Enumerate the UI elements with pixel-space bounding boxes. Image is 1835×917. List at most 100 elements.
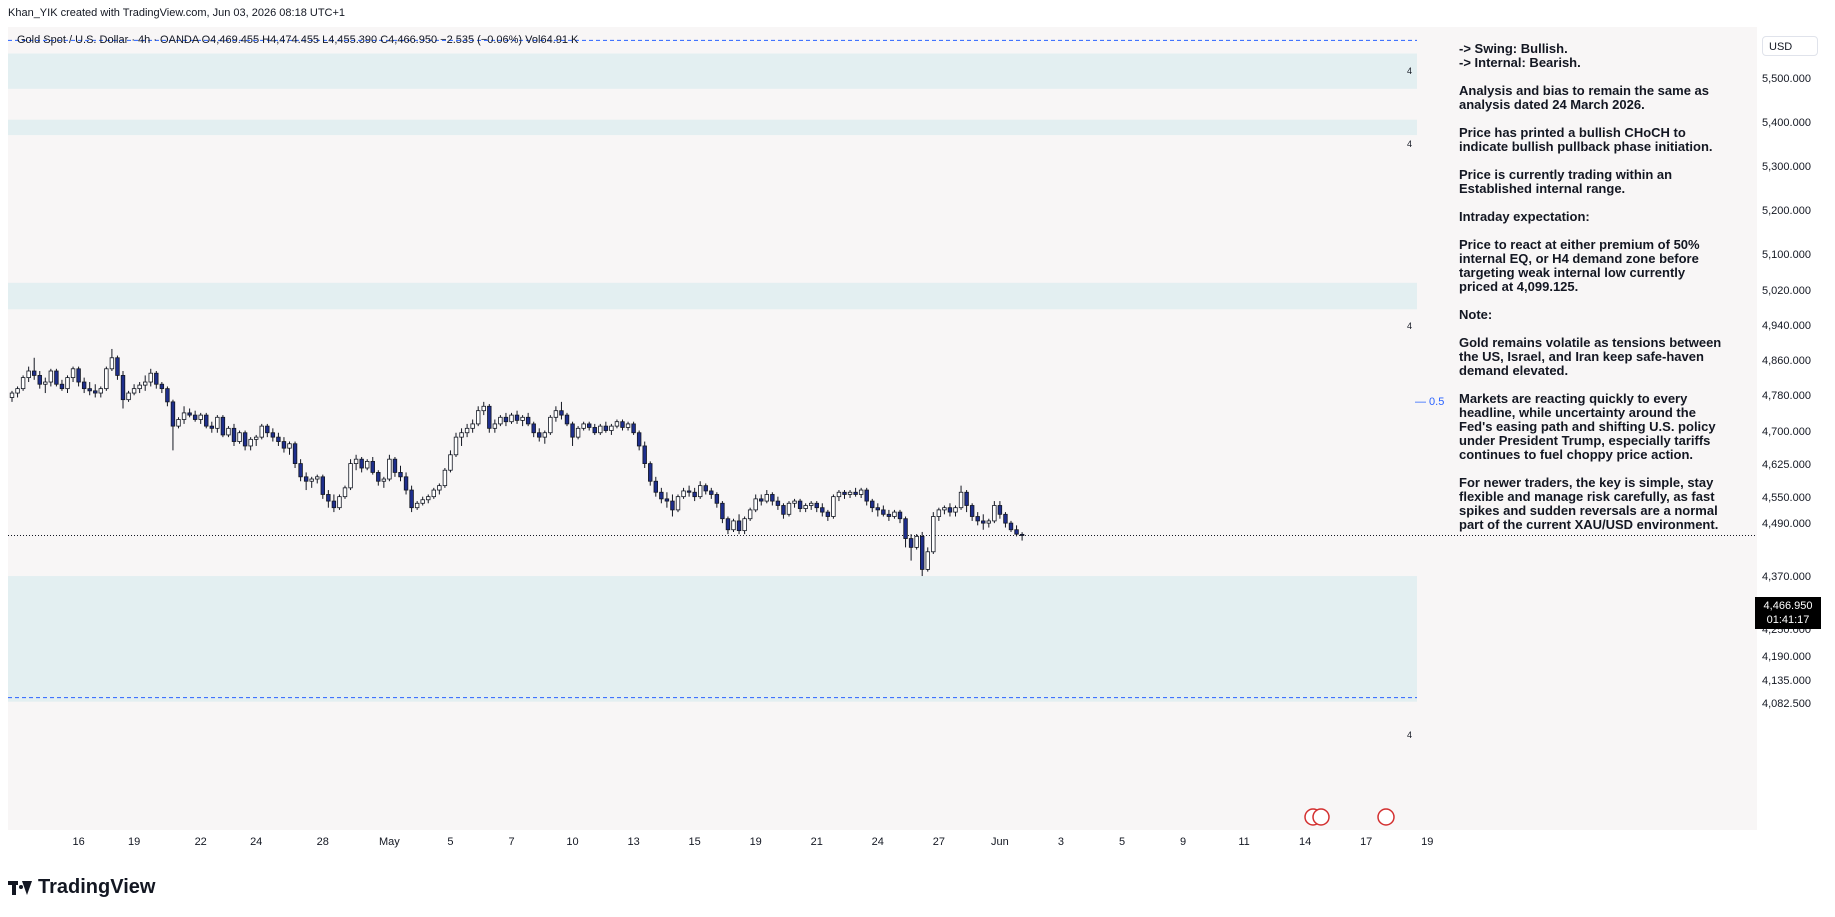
bull-candle (65, 377, 70, 390)
bull-candle (353, 458, 359, 464)
bull-candle (764, 494, 769, 502)
supply-zone (8, 119, 1417, 136)
time-tick-label: 19 (749, 836, 762, 848)
bear-candle (725, 518, 731, 531)
bull-candle (609, 425, 614, 431)
note-intraday-heading: Intraday expectation: (1459, 209, 1590, 224)
bull-candle (43, 381, 48, 385)
bull-candle (420, 499, 425, 504)
bear-candle (170, 401, 176, 427)
note-traders: For newer traders, the key is simple, st… (1459, 475, 1719, 532)
bear-candle (620, 421, 625, 428)
bull-candle (747, 509, 753, 520)
note-volatility: Gold remains volatile as tensions betwee… (1459, 335, 1722, 378)
bear-candle (720, 502, 725, 520)
time-tick-label: 14 (1299, 836, 1312, 848)
time-tick-label: 15 (688, 836, 701, 848)
bull-candle (309, 478, 314, 482)
note-analysis: Analysis and bias to remain the same as … (1459, 83, 1709, 112)
price-tick-label: 5,400.000 (1762, 117, 1811, 130)
bear-candle (87, 388, 92, 392)
bear-candle (559, 410, 564, 416)
bear-candle (392, 458, 398, 473)
bull-candle (387, 458, 392, 480)
bull-candle (459, 432, 464, 438)
bull-candle (198, 414, 203, 420)
bull-candle (248, 438, 253, 447)
currency-button[interactable]: USD (1762, 36, 1818, 56)
bull-candle (953, 507, 958, 513)
bull-candle (448, 454, 453, 471)
bear-candle (298, 463, 303, 478)
bull-candle (442, 469, 448, 487)
time-tick-label: 22 (194, 836, 207, 848)
bull-candle (548, 416, 553, 434)
bear-candle (59, 383, 65, 390)
bull-candle (414, 502, 420, 509)
price-tick-label: 4,780.000 (1762, 390, 1811, 403)
time-tick-label: 19 (127, 836, 141, 848)
bull-candle (287, 443, 292, 449)
bull-candle (581, 423, 586, 429)
bear-candle (359, 458, 364, 469)
bear-candle (631, 423, 636, 434)
bear-candle (825, 511, 831, 517)
bull-candle (498, 416, 503, 425)
bear-candle (204, 414, 209, 427)
price-axis[interactable] (1757, 27, 1835, 857)
bear-candle (487, 405, 492, 429)
bear-candle (908, 538, 914, 548)
bear-candle (692, 491, 697, 498)
bear-candle (265, 425, 270, 434)
tradingview-brand[interactable]: TradingView (8, 876, 155, 899)
bear-candle (1014, 529, 1019, 535)
bear-candle (220, 416, 226, 436)
bear-candle (115, 357, 120, 376)
bear-candle (281, 441, 287, 449)
zone-label: 4 (1407, 66, 1413, 76)
bear-candle (32, 370, 37, 376)
bear-candle (964, 491, 969, 506)
time-tick-label: 17 (1360, 836, 1373, 848)
bear-candle (537, 432, 542, 438)
bear-candle (686, 490, 692, 493)
bear-candle (514, 414, 520, 421)
chart-pane[interactable] (8, 27, 1757, 857)
bear-candle (242, 432, 248, 447)
bear-candle (398, 472, 403, 478)
bear-candle (37, 375, 42, 385)
current-price-tag: 4,466.950 01:41:17 (1755, 597, 1821, 629)
bear-candle (975, 516, 980, 522)
bull-candle (892, 511, 897, 517)
time-tick-label: 27 (932, 836, 945, 848)
bear-candle (503, 416, 509, 423)
time-tick-label: Jun (991, 836, 1009, 848)
bull-candle (509, 414, 514, 423)
demand-zone (8, 576, 1417, 702)
bear-candle (292, 443, 298, 464)
bull-candle (681, 490, 686, 498)
bull-candle (364, 460, 370, 469)
time-tick-label: 5 (1118, 836, 1126, 848)
bull-candle (986, 520, 991, 524)
bull-candle (492, 423, 498, 429)
bull-candle (70, 368, 76, 379)
bull-candle (475, 410, 481, 425)
bear-candle (587, 423, 592, 428)
bear-candle (781, 505, 786, 515)
bear-candle (709, 490, 714, 495)
bull-candle (237, 432, 242, 442)
bull-candle (181, 412, 187, 420)
note-bias: -> Swing: Bullish. -> Internal: Bearish. (1459, 41, 1581, 70)
bull-candle (553, 410, 559, 418)
bull-candle (253, 436, 259, 440)
bear-candle (93, 390, 98, 394)
bull-candle (315, 476, 320, 480)
bull-candle (176, 419, 181, 427)
bull-candle (431, 489, 436, 498)
time-axis[interactable] (0, 830, 1835, 857)
bear-candle (653, 480, 658, 493)
zone-label: 4 (1407, 321, 1413, 331)
time-tick-label: 28 (316, 836, 329, 848)
